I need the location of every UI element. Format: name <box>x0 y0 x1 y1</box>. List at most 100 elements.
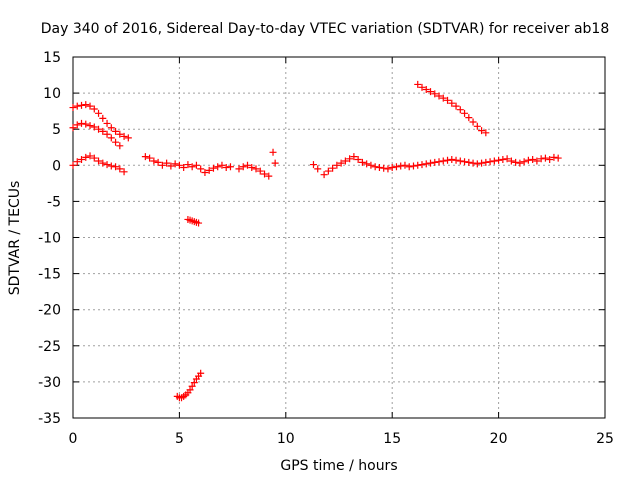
data-point <box>73 102 81 110</box>
data-point <box>154 158 162 166</box>
data-point <box>461 109 469 117</box>
x-tick-label: 10 <box>277 431 295 447</box>
data-point <box>529 156 537 164</box>
data-point <box>418 83 426 91</box>
data-point <box>533 157 541 165</box>
data-point <box>171 160 179 168</box>
data-point <box>141 153 149 161</box>
data-point <box>201 169 209 177</box>
data-series <box>414 80 490 137</box>
data-point <box>431 90 439 98</box>
data-point <box>73 121 81 129</box>
data-point <box>354 156 362 164</box>
data-point <box>309 161 317 169</box>
data-series <box>69 101 132 142</box>
x-tick-label: 5 <box>175 431 184 447</box>
data-point <box>346 155 354 163</box>
data-point <box>435 92 443 100</box>
data-point <box>269 148 277 156</box>
data-point <box>329 164 337 172</box>
data-point <box>427 159 435 167</box>
y-tick-label: -35 <box>38 411 61 427</box>
data-point <box>103 161 111 169</box>
data-point <box>495 156 503 164</box>
data-point <box>188 163 196 171</box>
data-point <box>384 165 392 173</box>
data-point <box>418 161 426 169</box>
data-point <box>546 156 554 164</box>
data-point <box>486 158 494 166</box>
data-point <box>95 109 103 117</box>
data-point <box>507 157 515 165</box>
x-tick-label: 0 <box>69 431 78 447</box>
data-point <box>218 161 226 169</box>
data-point <box>186 386 194 394</box>
data-point <box>82 120 90 128</box>
data-point <box>158 161 166 169</box>
data-point <box>124 134 132 142</box>
data-point <box>439 94 447 102</box>
data-point <box>375 163 383 171</box>
data-point <box>116 142 124 150</box>
data-points <box>69 80 562 402</box>
data-point <box>226 163 234 171</box>
data-point <box>427 88 435 96</box>
data-point <box>103 119 111 127</box>
data-point <box>195 219 203 227</box>
data-point <box>90 154 98 162</box>
data-point <box>107 162 115 170</box>
data-series <box>69 152 128 176</box>
data-point <box>520 158 528 166</box>
y-tick-label: -5 <box>47 194 61 210</box>
data-point <box>90 105 98 113</box>
data-point <box>82 153 90 161</box>
data-point <box>184 161 192 169</box>
data-point <box>452 156 460 164</box>
data-point <box>265 172 273 180</box>
data-point <box>524 156 532 164</box>
data-point <box>69 104 77 112</box>
data-point <box>448 156 456 164</box>
data-point <box>99 159 107 167</box>
data-point <box>461 158 469 166</box>
data-point <box>541 154 549 162</box>
data-point <box>205 166 213 174</box>
data-point <box>392 163 400 171</box>
data-point <box>112 138 120 146</box>
data-point <box>146 154 154 162</box>
data-point <box>431 158 439 166</box>
x-tick-label: 15 <box>383 431 401 447</box>
data-point <box>116 165 124 173</box>
data-series <box>184 215 203 227</box>
y-tick-label: -20 <box>38 303 61 319</box>
data-point <box>73 158 81 166</box>
data-point <box>478 127 486 135</box>
data-point <box>243 161 251 169</box>
data-point <box>167 162 175 170</box>
data-point <box>107 134 115 142</box>
data-point <box>473 160 481 168</box>
data-point <box>367 161 375 169</box>
data-point <box>214 163 222 171</box>
data-point <box>473 122 481 130</box>
data-point <box>256 167 264 175</box>
data-point <box>358 158 366 166</box>
data-point <box>180 163 188 171</box>
data-point <box>469 159 477 167</box>
data-point <box>90 123 98 131</box>
data-point <box>550 153 558 161</box>
data-point <box>499 156 507 164</box>
data-point <box>261 170 269 178</box>
data-point <box>324 167 332 175</box>
data-point <box>422 85 430 93</box>
data-point <box>197 165 205 173</box>
y-tick-label: 15 <box>43 50 61 66</box>
data-point <box>86 122 94 130</box>
data-point <box>337 159 345 167</box>
data-point <box>482 158 490 166</box>
data-point <box>333 161 341 169</box>
data-series <box>141 153 234 177</box>
axis-ticks: 0 5 10 15 20 25 15 10 5 0 -5 -10 -15 -20 -25 -30 -35 <box>38 50 614 447</box>
x-tick-label: 20 <box>490 431 508 447</box>
